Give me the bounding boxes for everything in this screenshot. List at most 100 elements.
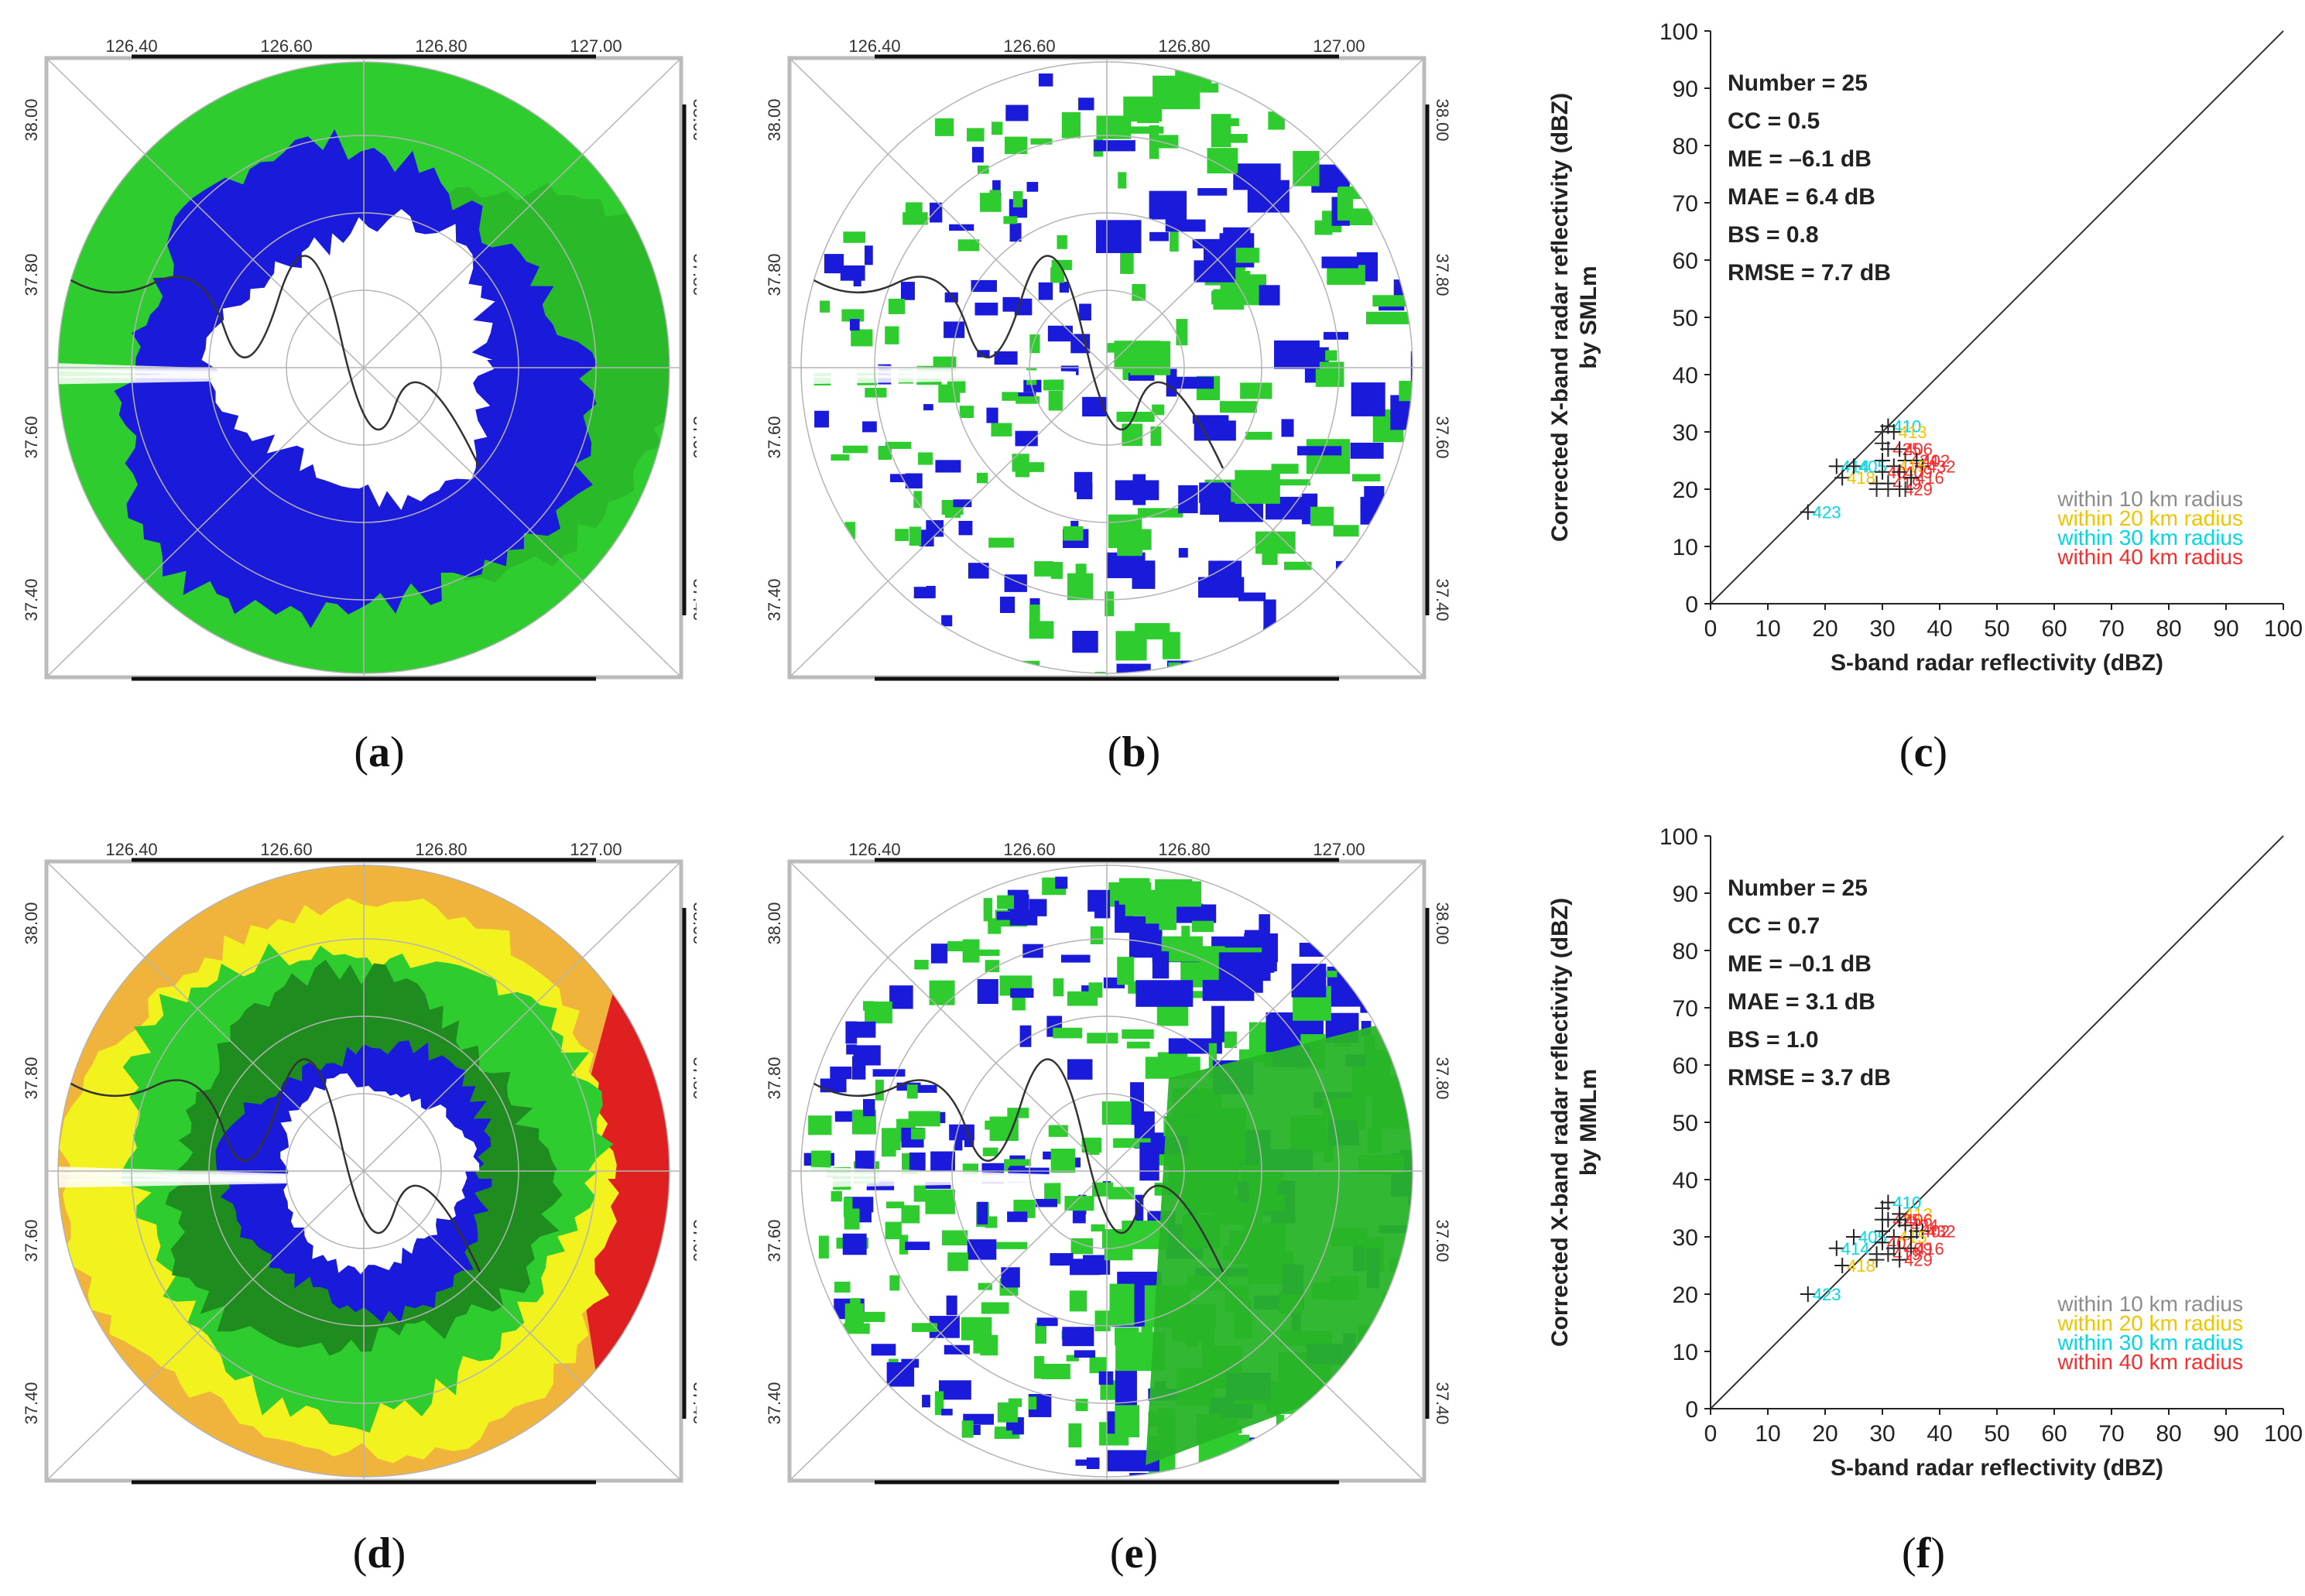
stat-line: MAE = 3.1 dB bbox=[1728, 989, 1875, 1015]
lat-tick-left: 38.00 bbox=[22, 98, 41, 141]
data-point bbox=[1892, 1252, 1908, 1268]
point-label: 429 bbox=[1904, 1251, 1933, 1270]
stat-line: Number = 25 bbox=[1728, 70, 1868, 96]
legend-entry: within 40 km radius bbox=[2057, 1350, 2243, 1374]
caption-b: (b) bbox=[1107, 728, 1161, 776]
x-tick-label: 70 bbox=[2098, 1421, 2124, 1447]
data-point bbox=[1914, 1223, 1930, 1239]
legend-entry: within 40 km radius bbox=[2057, 545, 2243, 569]
lon-tick-top: 126.60 bbox=[1003, 36, 1055, 56]
lat-tick-right: 37.60 bbox=[1433, 1219, 1452, 1262]
radar-map-b: 126.40 126.40 126.60 126.60 126.80 126.80 127.… bbox=[765, 36, 1452, 689]
lat-tick-left: 37.80 bbox=[22, 253, 41, 296]
y-tick-label: 60 bbox=[1673, 1053, 1698, 1079]
lat-tick-left: 37.60 bbox=[765, 1219, 784, 1262]
lat-tick-right: 38.00 bbox=[1433, 98, 1452, 141]
data-point bbox=[1897, 481, 1913, 497]
lon-tick-bottom: 126.40 bbox=[105, 1490, 157, 1492]
y-tick-label: 60 bbox=[1673, 248, 1698, 274]
y-axis-subtitle: by SMLm bbox=[1576, 265, 1601, 368]
y-tick-label: 0 bbox=[1685, 592, 1698, 618]
x-tick-label: 80 bbox=[2156, 616, 2181, 642]
y-tick-label: 70 bbox=[1673, 191, 1698, 217]
y-axis-subtitle: by MMLm bbox=[1576, 1069, 1601, 1176]
lat-tick-right: 38.00 bbox=[690, 902, 697, 944]
lon-tick-top: 126.80 bbox=[415, 840, 467, 859]
point-label: 415 bbox=[1899, 457, 1927, 476]
radar-map-a: 126.40 126.40 126.60 126.60 126.80 126.80 127.… bbox=[22, 36, 697, 689]
lon-tick-bottom: 126.60 bbox=[260, 687, 312, 689]
lat-tick-left: 38.00 bbox=[765, 902, 784, 944]
data-point bbox=[1828, 1240, 1844, 1256]
lon-tick-bottom: 127.00 bbox=[570, 1490, 622, 1492]
lat-tick-left: 37.40 bbox=[22, 578, 41, 621]
legend-entry: within 10 km radius bbox=[2057, 487, 2243, 511]
data-point bbox=[1834, 470, 1851, 486]
lon-tick-top: 126.60 bbox=[260, 840, 312, 859]
lon-tick-bottom: 127.00 bbox=[1313, 687, 1365, 689]
y-tick-label: 10 bbox=[1673, 535, 1698, 560]
stat-line: ME = –6.1 dB bbox=[1728, 146, 1872, 172]
lon-tick-bottom: 126.60 bbox=[260, 1490, 312, 1492]
stat-line: BS = 0.8 bbox=[1728, 222, 1819, 248]
y-tick-label: 90 bbox=[1673, 77, 1698, 102]
lon-tick-top: 127.00 bbox=[1313, 840, 1365, 859]
lon-tick-bottom: 126.40 bbox=[848, 687, 900, 689]
lon-tick-bottom: 126.80 bbox=[415, 1490, 467, 1492]
lon-tick-bottom: 127.00 bbox=[570, 687, 622, 689]
point-label: 416 bbox=[1916, 1239, 1944, 1259]
data-point bbox=[1846, 1229, 1861, 1245]
x-tick-label: 10 bbox=[1755, 1421, 1780, 1447]
data-point bbox=[1834, 1258, 1851, 1273]
data-point bbox=[1903, 470, 1919, 486]
x-tick-label: 50 bbox=[1984, 1421, 2009, 1447]
legend-entry: within 20 km radius bbox=[2057, 1311, 2243, 1335]
lat-tick-left: 38.00 bbox=[765, 98, 784, 141]
point-label: 414 bbox=[1841, 1239, 1870, 1259]
point-label: 410 bbox=[1892, 1194, 1921, 1213]
lat-tick-left: 37.60 bbox=[22, 1219, 41, 1262]
stat-line: Number = 25 bbox=[1728, 875, 1868, 901]
lat-tick-left: 37.40 bbox=[765, 578, 784, 621]
y-tick-label: 50 bbox=[1673, 306, 1698, 331]
x-tick-label: 90 bbox=[2213, 1421, 2238, 1447]
stat-line: RMSE = 3.7 dB bbox=[1728, 1065, 1891, 1091]
lon-tick-top: 126.80 bbox=[1158, 36, 1210, 56]
x-tick-label: 80 bbox=[2156, 1421, 2181, 1447]
point-label: 406 bbox=[1904, 440, 1933, 459]
y-tick-label: 20 bbox=[1673, 478, 1698, 503]
lon-tick-bottom: 126.80 bbox=[415, 687, 467, 689]
lat-tick-left: 38.00 bbox=[22, 902, 41, 944]
lat-tick-right: 37.40 bbox=[690, 1382, 697, 1424]
point-label: 424 bbox=[1910, 1216, 1939, 1235]
x-tick-label: 60 bbox=[2041, 616, 2067, 642]
caption-d: (d) bbox=[352, 1529, 406, 1577]
point-label: 409 bbox=[1904, 463, 1933, 482]
map-field-clear bbox=[201, 209, 495, 510]
x-tick-label: 20 bbox=[1812, 616, 1837, 642]
lon-tick-top: 127.00 bbox=[1313, 36, 1365, 56]
y-tick-label: 0 bbox=[1685, 1397, 1698, 1423]
one-to-one-line bbox=[1710, 835, 2284, 1409]
point-label: 402 bbox=[1921, 451, 1950, 471]
y-tick-label: 20 bbox=[1673, 1283, 1698, 1308]
x-tick-label: 60 bbox=[2041, 1421, 2067, 1447]
data-point bbox=[1846, 458, 1861, 474]
lat-tick-left: 37.80 bbox=[765, 1057, 784, 1099]
lat-tick-left: 37.60 bbox=[765, 416, 784, 458]
lon-tick-top: 126.60 bbox=[260, 36, 312, 56]
lon-tick-top: 126.80 bbox=[1158, 840, 1210, 859]
y-tick-label: 100 bbox=[1659, 19, 1698, 45]
lon-tick-top: 127.00 bbox=[570, 840, 622, 859]
data-point bbox=[1892, 464, 1908, 480]
lat-tick-left: 37.80 bbox=[22, 1057, 41, 1099]
stat-line: CC = 0.5 bbox=[1728, 108, 1820, 134]
data-point bbox=[1897, 1218, 1913, 1234]
lat-tick-right: 37.40 bbox=[690, 578, 697, 621]
lon-tick-top: 126.40 bbox=[105, 840, 157, 859]
y-tick-label: 10 bbox=[1673, 1340, 1698, 1365]
point-label: 432 bbox=[1927, 1222, 1956, 1242]
lon-tick-bottom: 126.80 bbox=[1158, 1490, 1210, 1492]
lat-tick-right: 37.60 bbox=[690, 1219, 697, 1262]
caption-e: (e) bbox=[1109, 1529, 1159, 1577]
